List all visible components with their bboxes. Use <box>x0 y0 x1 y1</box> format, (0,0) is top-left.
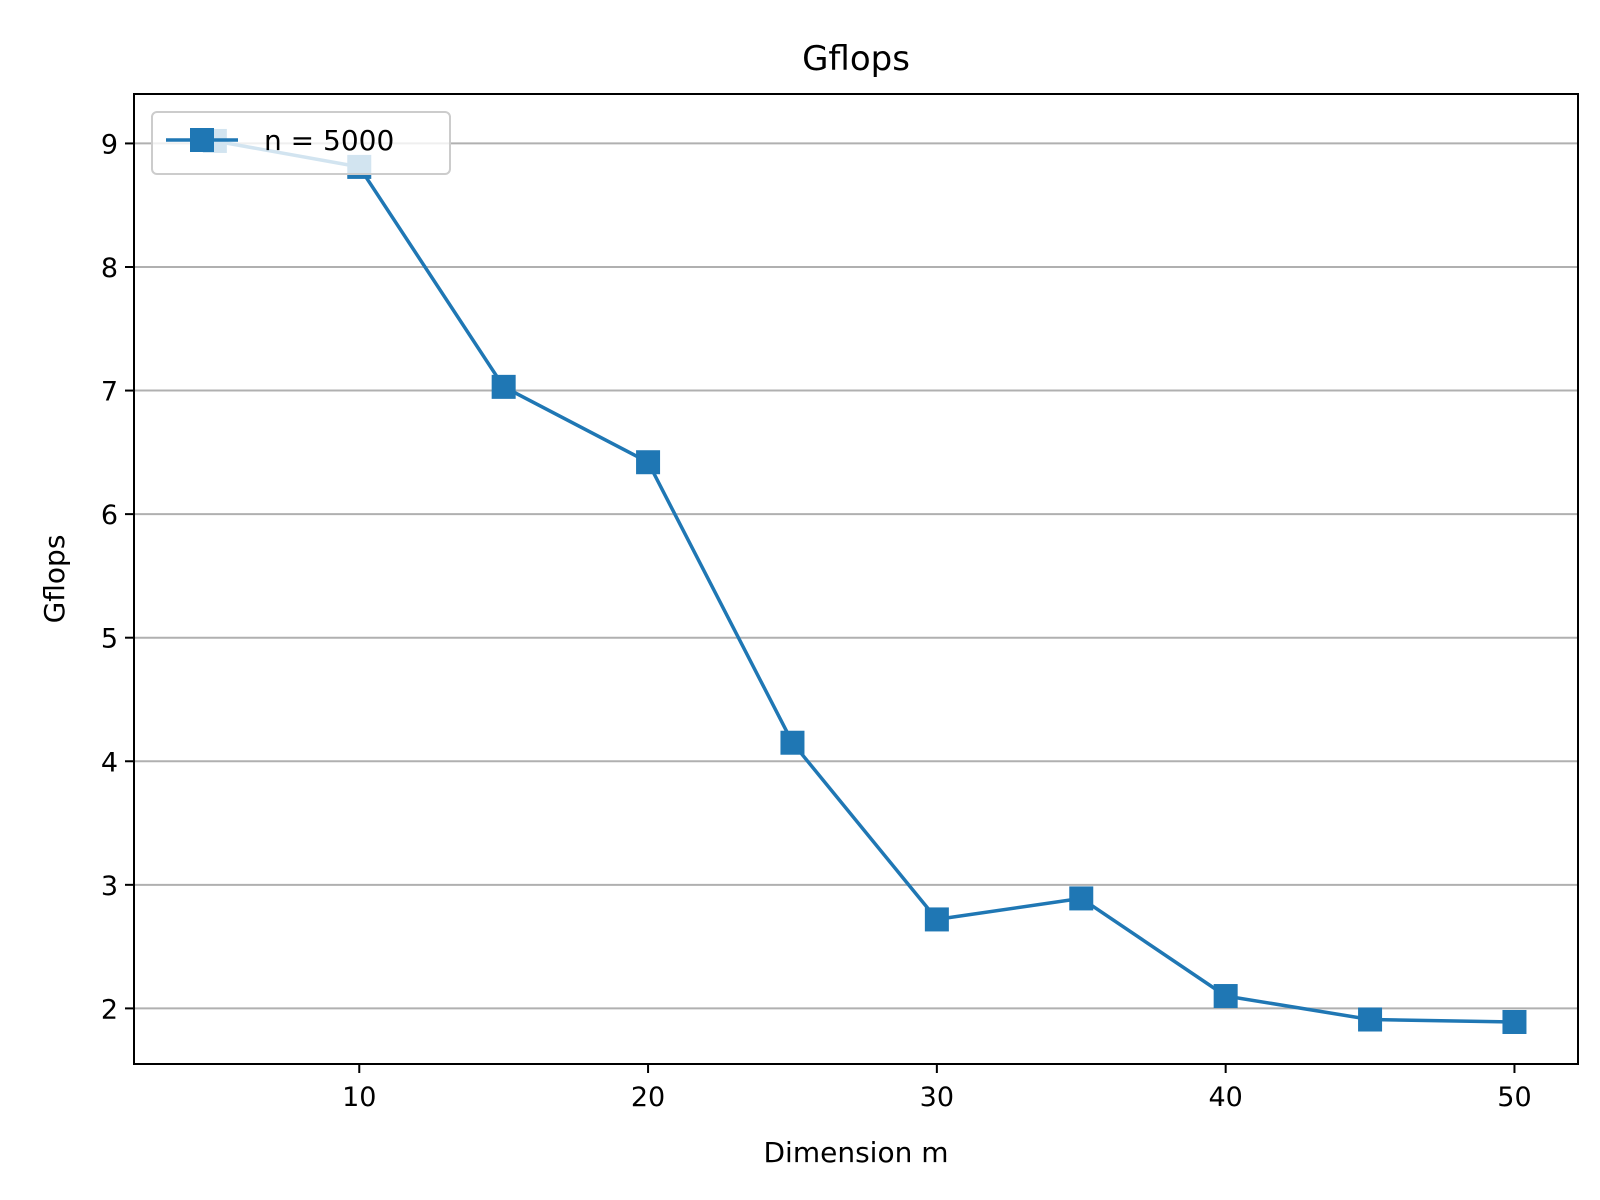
data-point-marker <box>1069 886 1094 911</box>
y-tick-label: 2 <box>101 994 118 1025</box>
y-axis-title: Gflops <box>38 535 71 624</box>
legend-square-marker <box>190 128 214 152</box>
data-point-marker <box>924 907 949 932</box>
y-tick-label: 9 <box>101 129 118 160</box>
data-point-marker <box>491 374 516 399</box>
y-tick-label: 8 <box>101 253 118 284</box>
x-tick-label: 40 <box>1208 1082 1242 1113</box>
y-tick-label: 7 <box>101 377 118 408</box>
x-axis: 10 20 30 40 50 <box>342 1064 1532 1113</box>
x-axis-title: Dimension m <box>763 1136 948 1169</box>
x-tick-label: 30 <box>920 1082 954 1113</box>
x-tick-label: 50 <box>1497 1082 1531 1113</box>
data-point-marker <box>1502 1009 1527 1034</box>
y-tick-label: 4 <box>101 747 118 778</box>
data-point-marker <box>1213 984 1238 1009</box>
legend: n = 5000 <box>151 111 451 175</box>
legend-label: n = 5000 <box>264 124 394 157</box>
y-tick-label: 6 <box>101 500 118 531</box>
y-tick-label: 5 <box>101 624 118 655</box>
y-tick-label: 3 <box>101 871 118 902</box>
data-point-marker <box>1358 1007 1383 1032</box>
data-point-marker <box>780 730 805 755</box>
chart-title: Gflops <box>802 39 910 79</box>
legend-box <box>151 111 451 175</box>
data-point-marker <box>636 450 661 475</box>
series-line <box>214 139 1515 1024</box>
y-axis: 2 3 4 5 6 7 8 9 <box>101 129 134 1025</box>
plot-frame <box>133 93 1579 1065</box>
x-tick-label: 10 <box>342 1082 376 1113</box>
x-tick-label: 20 <box>631 1082 665 1113</box>
